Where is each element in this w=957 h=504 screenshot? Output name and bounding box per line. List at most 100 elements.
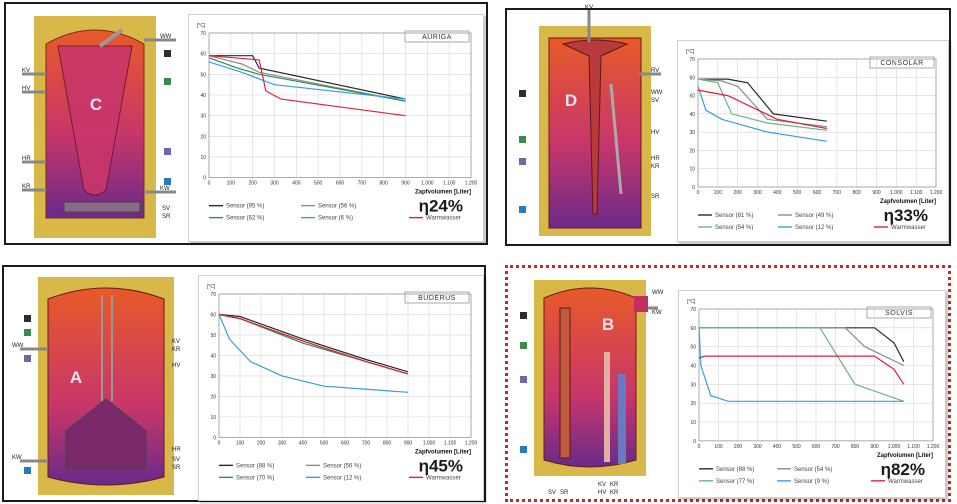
tank-diagram-c: C KV HV HR KR WW KW SV SR	[22, 16, 176, 238]
x-tick-label: 400	[773, 190, 782, 196]
x-tick-label: 600	[813, 190, 822, 196]
x-tick-label: 800	[852, 190, 861, 196]
x-tick-label: 0	[208, 181, 211, 187]
series-line-3	[208, 61, 406, 100]
y-tick-label: 0	[692, 185, 695, 191]
chart-title: BUDERUS	[418, 295, 456, 302]
y-tick-label: 40	[210, 353, 216, 359]
panel-consolar: KV D RV WW SV HV HR KR SR [°C] CONSOLAR 70…	[505, 5, 951, 246]
sensor-blue-icon	[519, 206, 526, 213]
label-sr: SR	[560, 490, 569, 496]
x-tick-label: 1.200	[465, 440, 478, 446]
sensor-violet-icon	[24, 355, 31, 362]
sensor-blue-icon	[520, 446, 527, 453]
x-axis-title: Zapfvolumen [Liter]	[877, 453, 933, 459]
efficiency-value: η45%	[419, 456, 463, 475]
sensor-violet-icon	[164, 148, 171, 155]
y-tick-label: 70	[690, 307, 696, 313]
y-tick-label: 40	[689, 112, 695, 118]
label-kw: KW	[652, 310, 662, 316]
tank-letter: A	[70, 368, 82, 387]
chart-buderus: [°C] BUDERUS 70 60 50 40 30 20 10 0 0 100 200 300 400 5…	[198, 275, 484, 501]
sensor-green-icon	[24, 329, 31, 336]
label-sv: SV	[548, 490, 556, 496]
sensor-blue-icon	[164, 178, 171, 185]
x-tick-label: 300	[270, 181, 279, 187]
x-tick-label: 900	[401, 181, 410, 187]
x-tick-label: 500	[793, 190, 802, 196]
label-kv: KV	[598, 482, 606, 488]
panel-auriga: C KV HV HR KR WW KW SV SR [°C] AURIGA 70 60…	[4, 2, 488, 245]
y-tick-label: 60	[210, 312, 216, 318]
legend-entry: Sensor (56 %)	[318, 204, 356, 210]
label-hr: HR	[651, 156, 660, 162]
y-tick-label: 10	[200, 155, 206, 161]
legend-entry: Sensor (54 %)	[794, 467, 832, 473]
y-tick-label: 10	[690, 420, 696, 426]
sensor-green-icon	[520, 342, 527, 349]
label-hv: HV	[651, 130, 659, 136]
title-box	[404, 291, 470, 304]
title-box	[404, 30, 470, 43]
x-tick-label: 700	[358, 181, 367, 187]
y-tick-label: 50	[690, 345, 696, 351]
series-line-1	[208, 55, 406, 102]
series-line-0	[218, 313, 409, 373]
pipe	[98, 28, 124, 48]
inner-cone	[57, 45, 133, 196]
series-line-1	[697, 78, 827, 128]
x-tick-label: 400	[773, 444, 782, 450]
legend-entry: Sensor (77 %)	[716, 479, 754, 485]
efficiency-value: η24%	[419, 197, 463, 216]
series-line-2	[697, 78, 827, 131]
plot-frame	[208, 32, 472, 179]
x-tick-label: 200	[734, 444, 743, 450]
legend-entry: Warmwasser	[888, 479, 923, 485]
x-tick-label: 0	[698, 444, 701, 450]
x-tick-label: 1.200	[927, 444, 940, 450]
x-tick-label: 700	[362, 440, 371, 446]
x-tick-label: 500	[314, 181, 323, 187]
label-hv: HV	[22, 86, 30, 92]
chart-solvis: [°C] SOLVIS 70 60 50 40 30 20 10 0 0 100 200 300 400 50…	[678, 290, 946, 498]
x-tick-label: 400	[292, 181, 301, 187]
solar-coil	[63, 201, 141, 213]
label-ww: WW	[652, 290, 664, 296]
sensor-green-icon	[164, 78, 171, 85]
label-sv: SV	[651, 98, 659, 104]
y-tick-label: 60	[200, 52, 206, 58]
stratifier	[561, 39, 629, 215]
label-hv: HV	[172, 363, 180, 369]
x-tick-label: 300	[753, 444, 762, 450]
series-line-3	[697, 86, 827, 142]
x-tick-label: 400	[299, 440, 308, 446]
x-tick-label: 1.200	[465, 181, 478, 187]
tank-diagram-d: KV D RV WW SV HV HR KR SR	[519, 5, 663, 236]
series-line-3	[218, 314, 409, 393]
x-tick-label: 1.000	[888, 444, 901, 450]
y-tick-label: 60	[689, 75, 695, 81]
x-tick-label: 600	[341, 440, 350, 446]
stratifier	[559, 307, 571, 459]
x-tick-label: 300	[753, 190, 762, 196]
x-tick-label: 600	[336, 181, 345, 187]
x-tick-label: 600	[812, 444, 821, 450]
y-tick-label: 50	[689, 94, 695, 100]
x-tick-label: 1.100	[907, 444, 920, 450]
sensor-blue-icon	[24, 467, 31, 474]
y-tick-label: 0	[203, 176, 206, 182]
chart-title: AURIGA	[422, 34, 452, 41]
label-sr: SR	[651, 194, 660, 200]
legend-entry: Sensor (54 %)	[715, 225, 753, 231]
x-tick-label: 1.100	[910, 190, 923, 196]
y-tick-label: 0	[213, 435, 216, 441]
plot-frame	[218, 293, 472, 438]
legend-entry: Sensor (95 %)	[226, 204, 264, 210]
label-kr: KR	[172, 347, 181, 353]
y-tick-label: 30	[690, 382, 696, 388]
x-tick-label: 800	[379, 181, 388, 187]
legend-entry: Sensor (12 %)	[323, 475, 361, 481]
x-tick-label: 900	[404, 440, 413, 446]
x-tick-label: 500	[320, 440, 329, 446]
